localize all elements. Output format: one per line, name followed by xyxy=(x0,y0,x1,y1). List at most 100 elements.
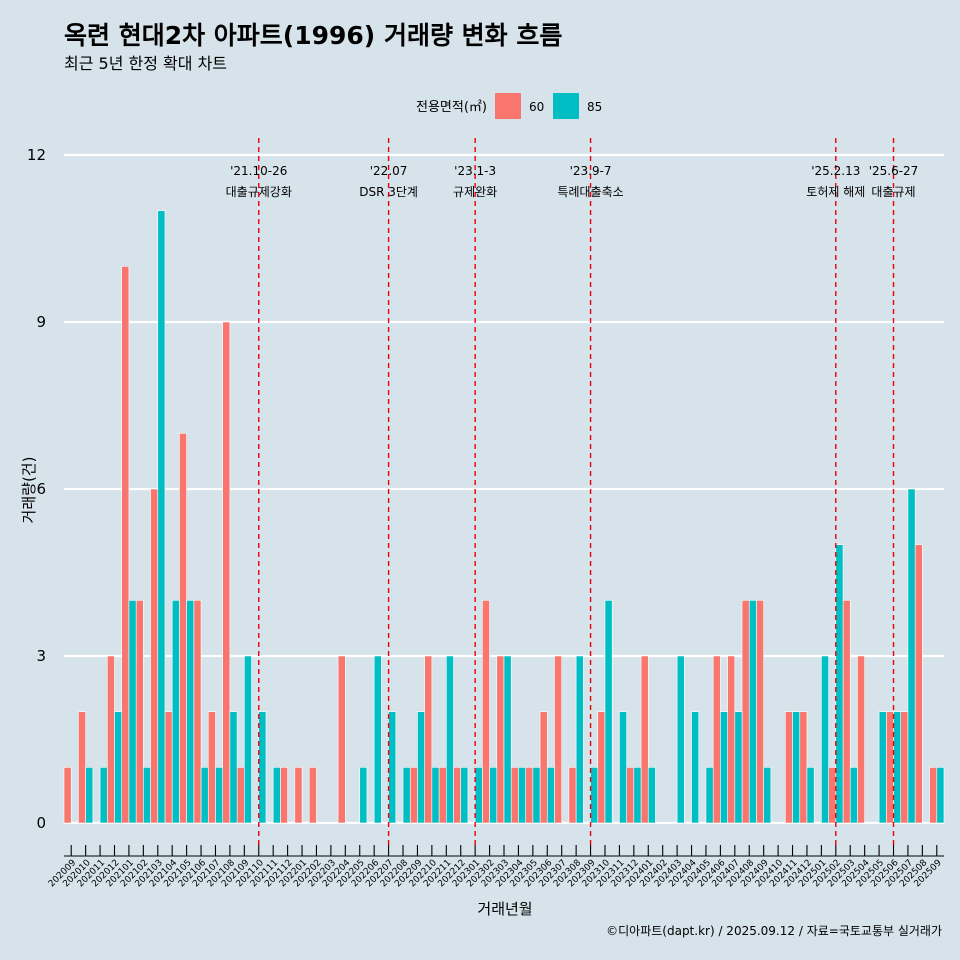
bar-60-202108 xyxy=(222,321,231,824)
bar-60-202304 xyxy=(510,767,519,824)
bar-60-202106 xyxy=(193,600,202,824)
bar-60-202107 xyxy=(207,711,216,824)
event-label-0: 대출규제강화 xyxy=(226,185,292,199)
bar-85-202505 xyxy=(878,711,887,824)
bar-85-202109 xyxy=(244,655,252,824)
bar-60-202302 xyxy=(482,600,490,824)
bar-85-202105 xyxy=(186,600,195,824)
bar-60-202401 xyxy=(640,655,649,824)
legend-label-60: 60 xyxy=(529,100,544,114)
bar-60-202303 xyxy=(496,655,505,824)
bar-85-202102 xyxy=(143,767,151,824)
bar-85-202507 xyxy=(907,488,916,824)
bar-60-202210 xyxy=(424,655,433,824)
event-date-0: '21.10-26 xyxy=(230,164,287,178)
bar-85-202509 xyxy=(936,767,945,824)
bar-60-202109 xyxy=(236,767,245,824)
caption: ©디아파트(dapt.kr) / 2025.09.12 / 자료=국토교통부 실… xyxy=(606,924,942,938)
bar-85-202104 xyxy=(171,600,180,824)
bar-85-202103 xyxy=(157,210,166,824)
bar-60-202105 xyxy=(179,433,187,824)
bar-60-202509 xyxy=(929,767,938,824)
y-tick-label-6: 6 xyxy=(36,480,46,498)
bar-85-202108 xyxy=(229,711,238,824)
bar-60-202503 xyxy=(842,600,851,824)
bar-60-202310 xyxy=(597,711,606,824)
bar-85-202306 xyxy=(546,767,555,824)
bar-60-202306 xyxy=(539,711,548,824)
bar-60-202407 xyxy=(727,655,736,824)
chart-title: 옥련 현대2차 아파트(1996) 거래량 변화 흐름 xyxy=(64,21,562,50)
bar-60-202204 xyxy=(337,655,346,824)
bar-60-202212 xyxy=(453,767,462,824)
bar-85-202207 xyxy=(388,711,397,824)
bar-85-202412 xyxy=(806,767,815,824)
bar-60-202409 xyxy=(756,600,764,824)
x-axis: 2020092020102020112020122021012021022021… xyxy=(47,845,944,889)
bar-60-202506 xyxy=(885,711,894,824)
bar-85-202303 xyxy=(503,655,512,824)
bar-85-202407 xyxy=(734,711,743,824)
bar-60-202406 xyxy=(712,655,721,824)
bar-85-202404 xyxy=(691,711,700,824)
bar-85-202406 xyxy=(720,711,728,824)
bar-85-202408 xyxy=(748,600,757,824)
event-label-4: 토허제 해제 xyxy=(806,185,865,199)
bar-60-202508 xyxy=(914,544,923,824)
bar-60-202103 xyxy=(150,488,159,824)
bar-60-202211 xyxy=(438,767,447,824)
bar-85-202310 xyxy=(604,600,613,824)
bar-60-202209 xyxy=(409,767,418,824)
bar-85-202010 xyxy=(85,767,94,824)
bar-60-202502 xyxy=(828,767,837,824)
event-label-5: 대출규제 xyxy=(871,185,915,199)
bar-85-202308 xyxy=(575,655,584,824)
event-date-1: '22.07 xyxy=(370,164,408,178)
event-label-3: 특례대출축소 xyxy=(557,185,623,199)
bar-85-202106 xyxy=(200,767,209,824)
x-axis-title: 거래년월 xyxy=(477,900,532,918)
event-date-5: '25.6-27 xyxy=(869,164,919,178)
bar-60-202408 xyxy=(741,600,750,824)
bar-85-202304 xyxy=(518,767,526,824)
bar-85-202506 xyxy=(893,711,902,824)
event-label-1: DSR 3단계 xyxy=(359,185,418,199)
bar-60-202507 xyxy=(900,711,909,824)
bar-85-202403 xyxy=(676,655,685,824)
event-date-3: '23.9-7 xyxy=(570,164,612,178)
bar-85-202012 xyxy=(114,711,123,824)
bar-85-202011 xyxy=(99,767,108,824)
bar-85-202405 xyxy=(705,767,714,824)
bar-85-202205 xyxy=(359,767,368,824)
bar-85-202211 xyxy=(445,655,454,824)
bar-60-202504 xyxy=(857,655,865,824)
bar-60-202104 xyxy=(164,711,173,824)
event-date-2: '23.1-3 xyxy=(454,164,496,178)
y-axis-title: 거래량(건) xyxy=(20,457,38,524)
bar-85-202311 xyxy=(619,711,627,824)
bar-60-202010 xyxy=(78,711,86,824)
bar-85-202212 xyxy=(460,767,469,824)
y-tick-label-3: 3 xyxy=(36,647,46,665)
bar-85-202502 xyxy=(835,544,844,824)
y-tick-label-12: 12 xyxy=(27,146,46,164)
bar-60-202308 xyxy=(568,767,577,824)
bar-85-202110 xyxy=(258,711,267,824)
bar-85-202302 xyxy=(489,767,498,824)
bar-85-202208 xyxy=(402,767,411,824)
bar-60-202312 xyxy=(626,767,635,824)
bar-85-202206 xyxy=(373,655,382,824)
bar-85-202305 xyxy=(532,767,541,824)
event-markers: '21.10-26 대출규제강화 '22.07 DSR 3단계 '23.1-3 규제완화 '… xyxy=(226,138,919,848)
legend-title: 전용면적(㎡) xyxy=(416,100,487,115)
bar-60-202202 xyxy=(308,767,317,824)
bar-85-202111 xyxy=(272,767,281,824)
y-axis-ticks: 0 3 6 9 12 xyxy=(27,146,46,832)
bar-60-202307 xyxy=(554,655,563,824)
bar-60-202201 xyxy=(294,767,303,824)
bar-60-202009 xyxy=(63,767,72,824)
bar-85-202401 xyxy=(647,767,656,824)
bar-85-202501 xyxy=(821,655,829,824)
bars xyxy=(63,210,945,824)
legend-swatch-85 xyxy=(553,93,579,119)
